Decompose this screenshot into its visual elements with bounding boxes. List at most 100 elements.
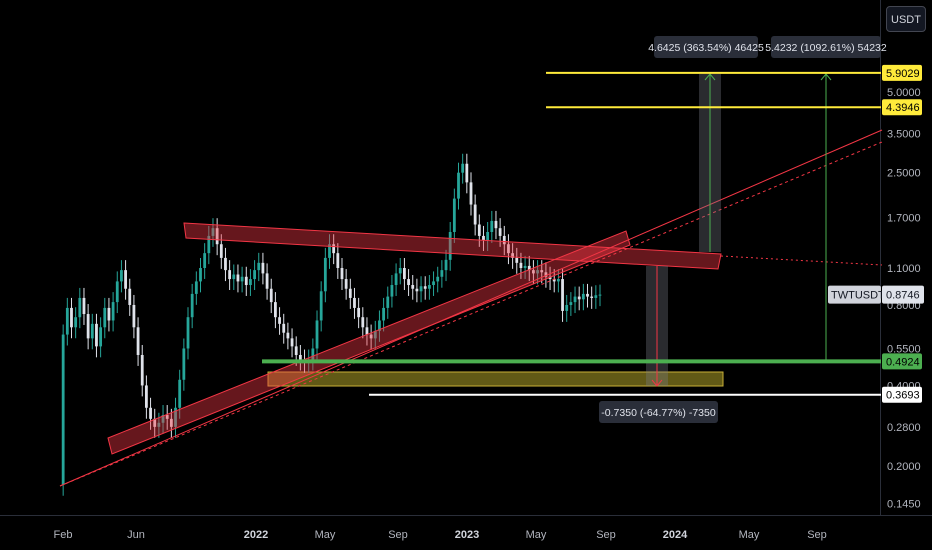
candle-body: [257, 262, 261, 271]
y-tick-label: 0.2800: [887, 422, 921, 434]
candle-body: [140, 354, 144, 386]
candle-body: [240, 276, 244, 282]
candle-body: [569, 302, 573, 305]
candle-body: [348, 288, 352, 298]
svg-text:4.3946: 4.3946: [886, 102, 920, 114]
candle-body: [319, 291, 323, 321]
candle-body: [423, 286, 427, 289]
candle-body: [536, 270, 539, 274]
candle-body: [144, 385, 148, 408]
candle-body: [419, 286, 423, 292]
candle-body: [298, 354, 302, 360]
candle-body: [224, 257, 227, 271]
candle-body: [436, 276, 440, 282]
candle-body: [124, 270, 127, 289]
candle-body: [219, 244, 223, 258]
y-tick-label: 0.2000: [887, 461, 921, 473]
price-tag: 5.9029: [882, 64, 922, 81]
y-tick-label: 0.5500: [887, 343, 921, 355]
candle-body: [353, 297, 356, 308]
candle-body: [161, 415, 165, 423]
svg-text:0.8746: 0.8746: [886, 290, 920, 302]
candle-body: [332, 244, 336, 254]
x-tick-label: May: [739, 529, 760, 541]
candle-body: [369, 334, 373, 339]
candle-body: [378, 320, 381, 331]
measurement-label: 5.4232 (1092.61%) 54232: [765, 36, 887, 58]
candle-body: [207, 235, 211, 254]
candle-body: [461, 163, 465, 173]
candle-body: [157, 422, 161, 427]
candle-body: [344, 279, 348, 289]
candle-body: [323, 257, 327, 292]
candle-body: [581, 293, 585, 300]
candle-body: [573, 296, 577, 303]
candle-body: [194, 281, 198, 294]
candle-body: [290, 338, 294, 347]
candle-body: [507, 244, 510, 254]
candle-body: [357, 307, 361, 318]
arrow-head: [820, 73, 832, 81]
candle-body: [577, 296, 581, 300]
candle-body: [544, 272, 548, 277]
candle-body: [174, 407, 177, 427]
candle-body: [365, 327, 369, 335]
candle-body: [282, 323, 286, 333]
y-tick-label: 0.1450: [887, 498, 921, 510]
candles: [61, 153, 602, 496]
candle-body: [190, 293, 194, 318]
candle-body: [274, 302, 277, 318]
trendline[interactable]: [59, 129, 883, 487]
y-tick-label: 2.5000: [887, 168, 921, 180]
svg-text:-0.7350 (-64.77%) -7350: -0.7350 (-64.77%) -7350: [601, 407, 716, 419]
time-axis[interactable]: Feb Jun 2022 May Sep 2023 May Sep 2024 May Sep: [54, 529, 827, 541]
measurement-label: 4.6425 (363.54%) 46425: [648, 36, 764, 58]
currency-button[interactable]: USDT: [886, 6, 926, 32]
candle-body: [115, 281, 119, 303]
svg-text:5.4232 (1092.61%) 54232: 5.4232 (1092.61%) 54232: [765, 42, 887, 54]
candle-body: [86, 314, 90, 339]
price-tag: 4.3946: [882, 99, 922, 116]
candle-body: [269, 288, 273, 303]
candle-body: [90, 323, 94, 339]
last-price-tag: TWTUSDT 0.8746: [828, 285, 924, 304]
candle-body: [390, 285, 394, 297]
candle-body: [249, 279, 252, 286]
x-tick-label: 2023: [455, 529, 479, 541]
arrow-head: [704, 73, 716, 81]
candle-body: [403, 268, 406, 280]
resistance-extension[interactable]: [720, 255, 883, 266]
candle-body: [265, 273, 269, 289]
x-tick-label: May: [315, 529, 336, 541]
candle-body: [199, 268, 202, 282]
candle-body: [65, 307, 69, 335]
y-tick-label: 3.5000: [887, 129, 921, 141]
candle-body: [215, 228, 219, 245]
candle-body: [107, 307, 111, 321]
candle-body: [182, 348, 186, 380]
price-tag: 0.3693: [882, 386, 922, 403]
candle-body: [336, 253, 340, 268]
support-channel[interactable]: [107, 230, 631, 455]
candle-body: [415, 288, 419, 292]
candle-body: [394, 273, 398, 286]
candle-body: [494, 220, 498, 229]
candle-body: [232, 274, 236, 280]
trendline-dashed[interactable]: [59, 141, 883, 487]
candle-body: [228, 270, 232, 280]
candle-body: [361, 317, 365, 328]
candle-body: [511, 253, 515, 258]
price-axis[interactable]: 6.00005.00003.50002.50001.70001.10000.80…: [887, 66, 921, 510]
candle-body: [315, 320, 319, 349]
candle-body: [165, 415, 169, 419]
candle-body: [411, 285, 415, 289]
candle-body: [502, 235, 506, 245]
candle-body: [149, 407, 152, 419]
candle-body: [590, 296, 594, 298]
candle-body: [120, 270, 123, 282]
candle-body: [132, 304, 136, 328]
svg-text:TWTUSDT: TWTUSDT: [831, 290, 885, 302]
support-zone[interactable]: [267, 371, 724, 387]
candle-body: [532, 270, 535, 274]
